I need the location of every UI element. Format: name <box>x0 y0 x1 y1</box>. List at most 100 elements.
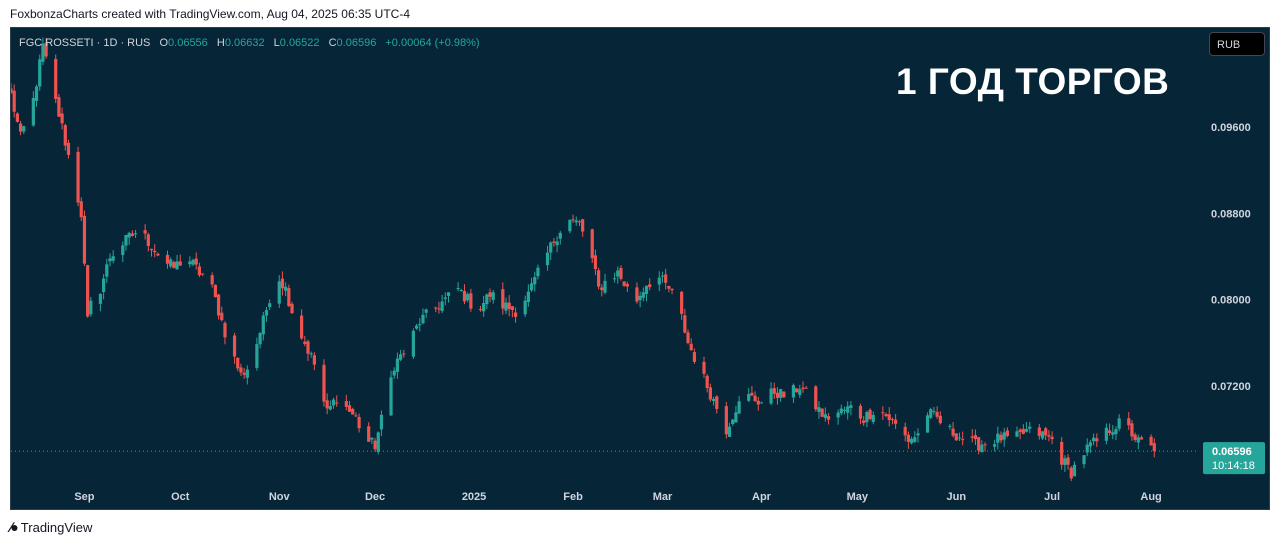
candle-body <box>635 287 639 302</box>
candle-body <box>1088 442 1093 447</box>
candle-body <box>111 256 115 261</box>
candle-body <box>839 408 843 414</box>
candle-body <box>545 252 550 266</box>
candle-body <box>127 232 131 238</box>
candle-body <box>603 280 607 293</box>
candle-body <box>593 255 598 270</box>
candle-body <box>261 315 265 335</box>
last-price-badge <box>1203 442 1265 475</box>
candle-body <box>993 444 997 447</box>
candle-body <box>220 312 224 321</box>
candle-body <box>197 266 202 276</box>
candle-body <box>894 419 898 424</box>
candle-body <box>577 221 582 223</box>
candle-body <box>399 354 403 360</box>
candle-body <box>641 292 645 298</box>
candle-body <box>76 151 80 203</box>
candle-body <box>469 293 473 309</box>
candle-body <box>871 415 875 422</box>
candle-body <box>772 388 776 394</box>
open-label: O <box>159 37 169 49</box>
candle-body <box>983 444 987 446</box>
candle-body <box>817 407 821 412</box>
ohlc-legend: FGC ROSSETI · 1D · RUS O0.06556 H0.06632… <box>19 37 480 49</box>
y-tick-label: 0.09600 <box>1211 122 1251 134</box>
candle-body <box>379 414 384 430</box>
candle-body <box>549 242 553 253</box>
candle-body <box>1139 437 1144 440</box>
candle-body <box>801 387 805 389</box>
candle-body <box>344 401 348 407</box>
candle-body <box>523 300 527 315</box>
candle-body <box>130 233 134 237</box>
candle-body <box>491 292 495 300</box>
candle-body <box>418 324 422 326</box>
currency-button[interactable]: RUB <box>1209 32 1265 56</box>
footer-brand[interactable]: ∕● TradingView <box>10 519 92 535</box>
candle-body <box>996 433 1000 443</box>
candle-body <box>421 314 425 324</box>
candle-body <box>175 261 179 270</box>
candle-body <box>501 289 505 309</box>
candle-body <box>731 419 735 424</box>
candle-body <box>574 220 578 223</box>
candle-body <box>325 400 329 409</box>
candle-body <box>1117 418 1121 429</box>
candle-body <box>814 386 818 410</box>
candle-body <box>957 437 962 439</box>
candle-body <box>312 355 316 365</box>
candle-body <box>60 113 64 124</box>
candle-body <box>462 290 467 302</box>
candle-body <box>367 426 371 442</box>
candle-body <box>284 286 288 291</box>
candle-body <box>884 414 888 417</box>
candle-body <box>322 364 326 402</box>
candle-body <box>236 357 240 369</box>
candle-body <box>44 42 48 57</box>
x-tick-label: Feb <box>563 491 583 503</box>
candle-body <box>507 302 511 309</box>
candle-body <box>826 416 831 420</box>
candle-body <box>836 412 840 418</box>
candle-body <box>747 394 751 401</box>
candle-body <box>245 369 249 378</box>
candle-body <box>529 283 534 291</box>
candle-body <box>201 273 205 275</box>
candle-body <box>351 408 355 415</box>
candle-body <box>15 113 19 122</box>
candle-body <box>456 287 460 290</box>
candle-body <box>1107 430 1112 433</box>
candle-body <box>402 353 406 355</box>
x-tick-label: Nov <box>269 491 291 503</box>
candle-body <box>625 283 629 287</box>
candle-body <box>948 425 952 427</box>
candle-body <box>268 303 272 308</box>
candlestick-chart[interactable]: 0.104000.096000.088000.080000.072000.065… <box>11 28 1269 509</box>
x-tick-label: Aug <box>1140 491 1161 503</box>
candle-body <box>482 303 486 312</box>
candle-body <box>881 412 885 414</box>
candle-body <box>932 410 936 412</box>
candle-body <box>31 97 35 126</box>
candle-body <box>63 125 67 146</box>
candle-body <box>300 315 304 339</box>
candle-body <box>149 248 154 251</box>
candle-body <box>143 230 147 234</box>
candle-body <box>705 375 709 388</box>
candle-body <box>331 399 336 406</box>
candle-body <box>571 219 575 221</box>
candle-body <box>1066 457 1070 465</box>
candle-body <box>846 406 850 413</box>
candle-body <box>903 426 907 436</box>
candle-body <box>727 426 732 437</box>
candle-body <box>395 358 400 372</box>
candle-body <box>558 232 562 239</box>
candle-body <box>277 281 281 304</box>
candle-body <box>41 43 45 62</box>
candle-body <box>440 301 444 311</box>
candle-body <box>951 428 955 436</box>
candle-body <box>977 437 981 451</box>
candle-body <box>680 291 684 314</box>
chart-panel[interactable]: 0.104000.096000.088000.080000.072000.065… <box>10 27 1270 510</box>
candle-body <box>552 241 556 243</box>
